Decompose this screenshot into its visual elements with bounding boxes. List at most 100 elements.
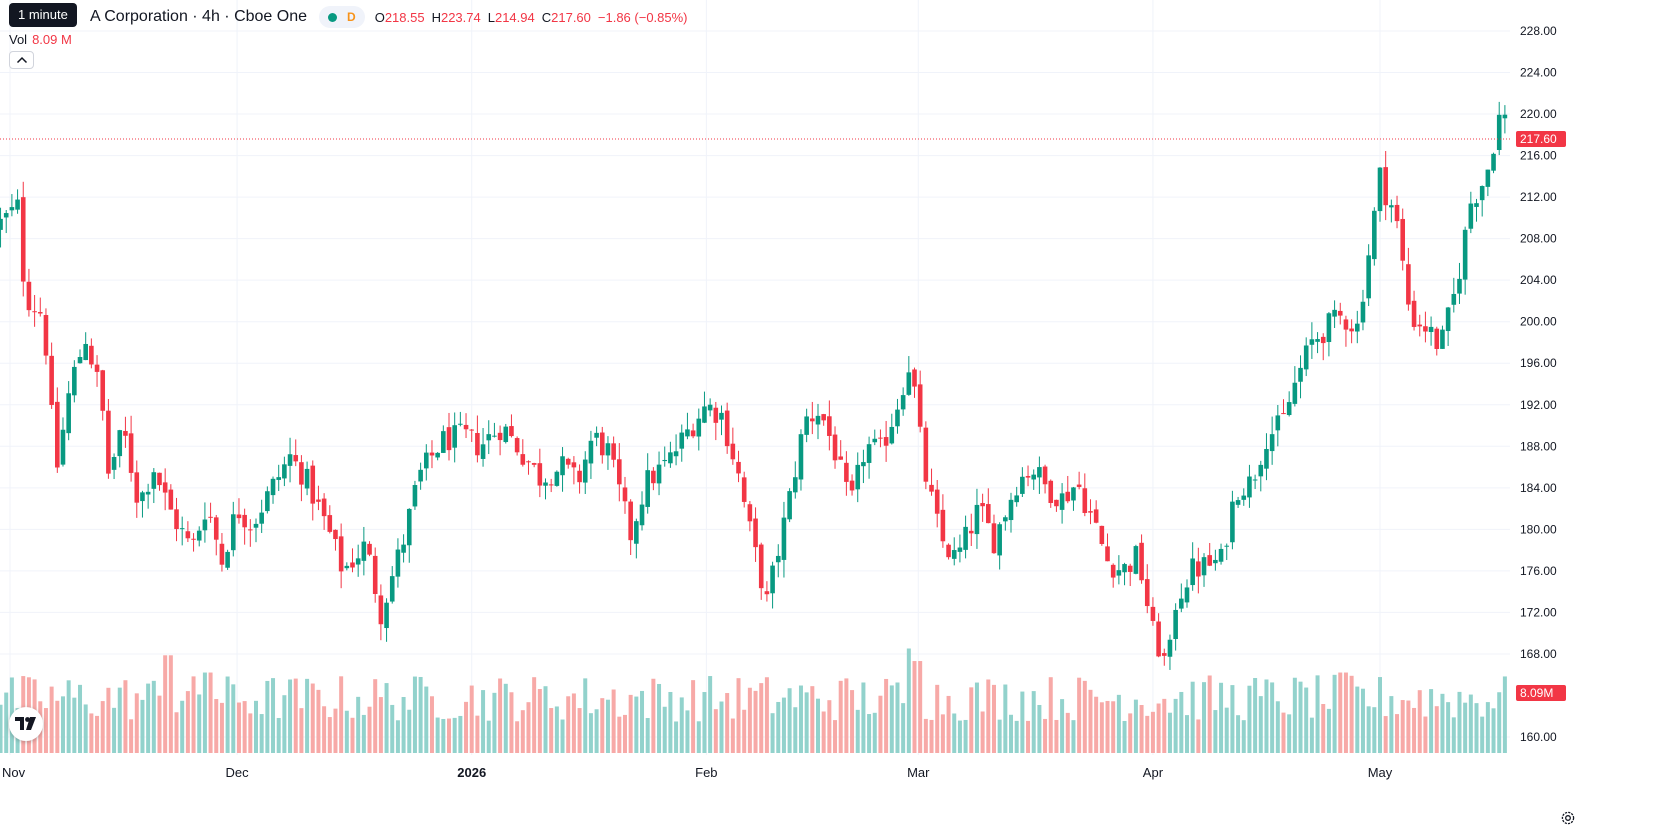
volume-bar: [895, 682, 900, 753]
volume-bar: [1173, 698, 1178, 753]
candle-body: [798, 434, 804, 480]
volume-bar: [492, 692, 497, 753]
symbol-title[interactable]: A Corporation · 4h · Cboe One: [90, 8, 308, 25]
price-tick-label: 180.00: [1520, 522, 1557, 536]
candle-body: [140, 492, 145, 502]
volume-bar: [49, 686, 54, 753]
candle-body: [20, 197, 26, 282]
symbol-legend: A Corporation · 4h · Cboe One D O218.55 …: [8, 6, 688, 28]
candle-body: [753, 518, 758, 548]
volume-bar: [293, 678, 298, 753]
volume-bar: [1440, 693, 1445, 753]
volume-bar: [407, 709, 412, 753]
last-volume-badge: [1516, 685, 1566, 701]
price-tick-label: 212.00: [1520, 190, 1557, 204]
volume-bar: [719, 701, 724, 753]
candle-body: [1224, 545, 1230, 547]
candle-body: [1235, 500, 1241, 505]
candle-body: [338, 536, 344, 572]
gear-icon[interactable]: [1560, 810, 1576, 826]
candle-body: [673, 451, 679, 457]
candle-body: [1434, 328, 1440, 349]
volume-bar: [986, 679, 991, 753]
volume-bar: [1139, 705, 1144, 753]
volume-bar: [549, 708, 554, 753]
volume-bar: [764, 677, 769, 753]
time-axis[interactable]: Nov Dec 2026 Feb Mar Apr May: [2, 765, 1393, 780]
volume-bar: [1451, 717, 1456, 753]
candle-body: [196, 530, 202, 541]
volume-bar: [861, 682, 866, 753]
volume-bar: [1247, 685, 1252, 753]
volume-bar: [1213, 710, 1218, 753]
candle-body: [1150, 606, 1156, 621]
volume-bar: [1116, 694, 1121, 753]
candle-body: [1303, 345, 1309, 370]
candle-body: [906, 372, 912, 395]
volume-bar: [1502, 676, 1507, 753]
market-status[interactable]: D: [319, 6, 365, 28]
candle-body: [1184, 587, 1190, 603]
candle-body: [645, 470, 650, 507]
candle-body: [299, 462, 304, 485]
volume-bar: [662, 706, 667, 753]
volume-bar: [1389, 696, 1394, 753]
candle-body: [662, 459, 668, 462]
volume-bar: [1264, 679, 1269, 753]
candle-body: [1354, 323, 1360, 332]
candle-body: [26, 281, 32, 311]
candle-body: [423, 452, 429, 469]
volume-bar: [1321, 703, 1326, 753]
candle-body: [707, 404, 713, 411]
volume-bar: [395, 720, 400, 753]
volume-bar: [1094, 696, 1099, 753]
candle-body: [634, 521, 639, 544]
candle-body: [151, 472, 157, 489]
candle-body: [1099, 525, 1105, 544]
price-axis[interactable]: 228.00 224.00 220.00 216.00 212.00 208.00 204.…: [1510, 0, 1678, 835]
volume-bar: [95, 715, 100, 753]
candle-body: [1037, 467, 1042, 478]
volume-bar: [1417, 690, 1422, 753]
volume-bar: [1287, 714, 1292, 753]
volume-bar: [236, 702, 241, 753]
volume-bar: [1037, 704, 1042, 753]
volume-bar: [730, 718, 735, 753]
volume-bar: [134, 693, 139, 753]
candle-body: [940, 509, 946, 542]
candle-body: [395, 549, 401, 577]
candle-body: [1201, 557, 1207, 576]
candle-body: [1269, 434, 1275, 452]
volume-bar: [634, 696, 639, 753]
price-tick-label: 204.00: [1520, 273, 1557, 287]
volume-bar: [1156, 703, 1161, 753]
candle-body: [832, 434, 838, 461]
candle-body: [412, 485, 418, 507]
candle-body: [724, 410, 730, 447]
volume-bar: [793, 707, 798, 753]
candle-body: [83, 343, 88, 361]
volume-bar: [1202, 682, 1207, 753]
candle-body: [1025, 476, 1031, 478]
volume-bar: [1128, 713, 1133, 753]
candle-body: [1468, 203, 1474, 229]
candle-body: [117, 430, 123, 457]
candle-body: [827, 416, 832, 436]
volume-bar: [180, 700, 185, 753]
candle-body: [492, 435, 497, 437]
candle-body: [344, 565, 350, 569]
candle-body: [656, 464, 662, 484]
candle-body: [202, 519, 208, 531]
candle-body: [378, 595, 384, 625]
volume-bar: [1043, 718, 1048, 753]
volume-bar: [901, 703, 906, 753]
collapse-legend-button[interactable]: [9, 51, 34, 69]
candle-body: [350, 562, 355, 568]
candle-body: [883, 437, 889, 446]
volume-bar: [713, 709, 718, 753]
volume-bar: [1457, 691, 1462, 753]
tradingview-logo-icon[interactable]: [9, 707, 43, 741]
volume-bar: [1281, 712, 1286, 753]
volume-bar: [753, 690, 758, 753]
